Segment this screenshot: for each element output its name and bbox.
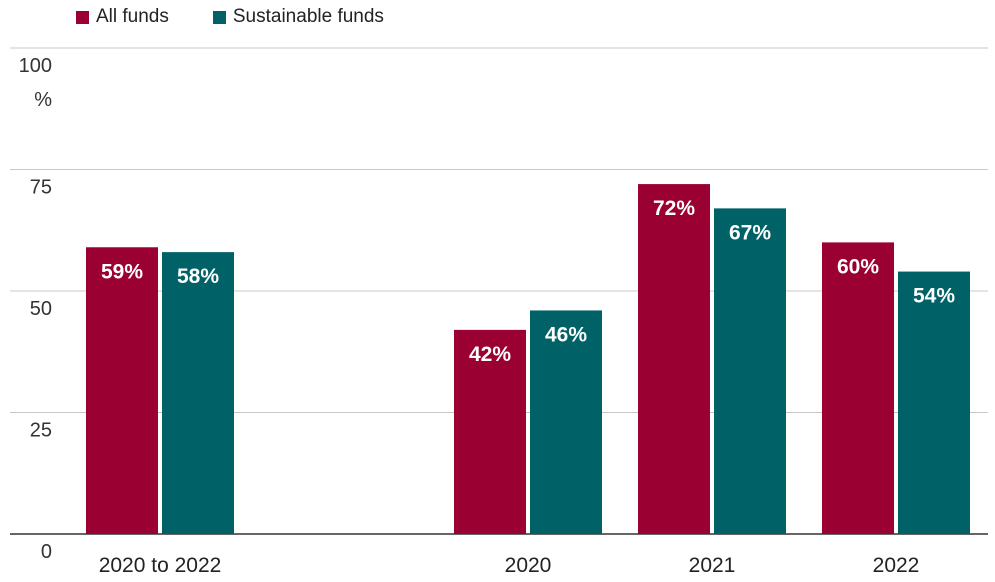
category-label-1: 2020 bbox=[505, 554, 552, 577]
bar-sustainable-funds-3 bbox=[898, 271, 970, 534]
y-tick-100: 100 bbox=[19, 55, 52, 77]
data-label-sustainable-funds-0: 58% bbox=[177, 265, 219, 288]
legend-swatch-all-funds bbox=[76, 10, 89, 24]
data-label-sustainable-funds-1: 46% bbox=[545, 323, 587, 346]
bar-all-funds-0 bbox=[86, 247, 158, 534]
category-label-0: 2020 to 2022 bbox=[99, 554, 222, 577]
bars bbox=[86, 184, 970, 534]
data-label-sustainable-funds-3: 54% bbox=[913, 285, 955, 308]
bar-all-funds-1 bbox=[454, 329, 526, 534]
category-labels: 2020 to 2022 2020 2021 2022 bbox=[99, 554, 920, 577]
data-label-all-funds-0: 59% bbox=[101, 260, 143, 283]
legend-label-all-funds: All funds bbox=[96, 6, 169, 27]
data-labels: 59% 58% 42% 46% 72% 67% 60% 54% bbox=[101, 197, 955, 366]
bar-sustainable-funds-0 bbox=[162, 252, 234, 534]
bar-sustainable-funds-1 bbox=[530, 310, 602, 534]
data-label-all-funds-2: 72% bbox=[653, 197, 695, 220]
data-label-sustainable-funds-2: 67% bbox=[729, 221, 771, 244]
y-tick-50: 50 bbox=[30, 298, 52, 320]
bar-sustainable-funds-2 bbox=[714, 208, 786, 534]
legend: All funds Sustainable funds bbox=[76, 6, 428, 28]
y-axis-ticks: 0 25 50 75 100 bbox=[19, 55, 52, 563]
data-label-all-funds-1: 42% bbox=[469, 343, 511, 366]
legend-label-sustainable-funds: Sustainable funds bbox=[232, 6, 384, 27]
y-tick-0: 0 bbox=[41, 541, 52, 563]
bar-all-funds-3 bbox=[822, 242, 894, 534]
category-label-2: 2021 bbox=[689, 554, 736, 577]
bar-all-funds-2 bbox=[638, 184, 710, 534]
legend-swatch-sustainable-funds bbox=[212, 10, 226, 24]
y-tick-75: 75 bbox=[30, 177, 52, 199]
legend-item-all-funds: All funds bbox=[76, 6, 169, 28]
data-label-all-funds-3: 60% bbox=[837, 255, 879, 278]
y-axis-unit-label: % bbox=[34, 89, 52, 111]
y-tick-25: 25 bbox=[30, 420, 52, 442]
category-label-3: 2022 bbox=[873, 554, 920, 577]
legend-item-sustainable-funds: Sustainable funds bbox=[212, 6, 384, 28]
